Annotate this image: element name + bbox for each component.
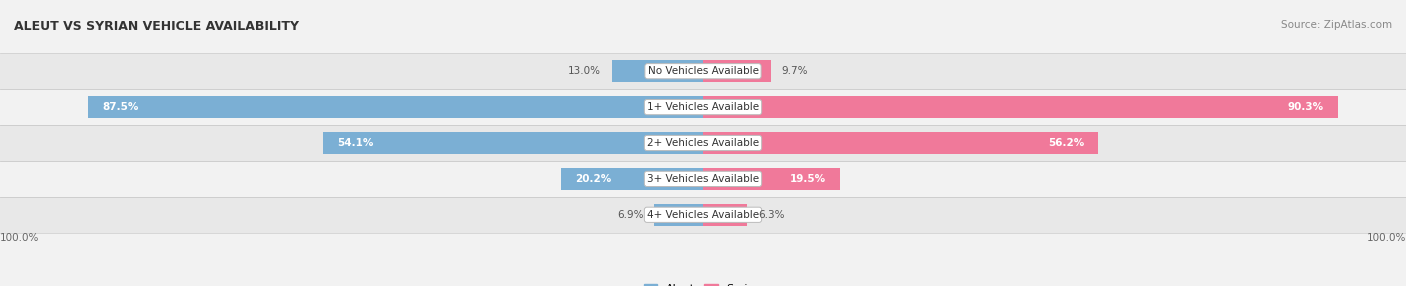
Bar xyxy=(87,96,703,118)
Bar xyxy=(322,132,703,154)
Text: 4+ Vehicles Available: 4+ Vehicles Available xyxy=(647,210,759,220)
Text: 100.0%: 100.0% xyxy=(1367,233,1406,243)
Text: Source: ZipAtlas.com: Source: ZipAtlas.com xyxy=(1281,20,1392,30)
Text: 6.3%: 6.3% xyxy=(758,210,785,220)
Text: 20.2%: 20.2% xyxy=(575,174,612,184)
Text: 13.0%: 13.0% xyxy=(568,66,602,76)
Text: 9.7%: 9.7% xyxy=(782,66,808,76)
Bar xyxy=(703,204,748,226)
Bar xyxy=(703,60,772,82)
Text: 2+ Vehicles Available: 2+ Vehicles Available xyxy=(647,138,759,148)
Bar xyxy=(703,132,1098,154)
Bar xyxy=(0,161,1406,197)
Bar xyxy=(703,96,1339,118)
Text: 90.3%: 90.3% xyxy=(1288,102,1324,112)
Bar xyxy=(654,204,703,226)
Text: 1+ Vehicles Available: 1+ Vehicles Available xyxy=(647,102,759,112)
Bar xyxy=(0,89,1406,125)
Text: ALEUT VS SYRIAN VEHICLE AVAILABILITY: ALEUT VS SYRIAN VEHICLE AVAILABILITY xyxy=(14,20,299,33)
Text: 3+ Vehicles Available: 3+ Vehicles Available xyxy=(647,174,759,184)
Text: 56.2%: 56.2% xyxy=(1047,138,1084,148)
Bar xyxy=(0,53,1406,89)
Text: 100.0%: 100.0% xyxy=(0,233,39,243)
Bar xyxy=(612,60,703,82)
Bar xyxy=(703,168,841,190)
Bar xyxy=(561,168,703,190)
Text: No Vehicles Available: No Vehicles Available xyxy=(648,66,758,76)
Text: 6.9%: 6.9% xyxy=(617,210,644,220)
Legend: Aleut, Syrian: Aleut, Syrian xyxy=(640,279,766,286)
Bar xyxy=(0,125,1406,161)
Text: 87.5%: 87.5% xyxy=(101,102,138,112)
Text: 19.5%: 19.5% xyxy=(790,174,827,184)
Bar xyxy=(0,197,1406,233)
Text: 54.1%: 54.1% xyxy=(337,138,373,148)
